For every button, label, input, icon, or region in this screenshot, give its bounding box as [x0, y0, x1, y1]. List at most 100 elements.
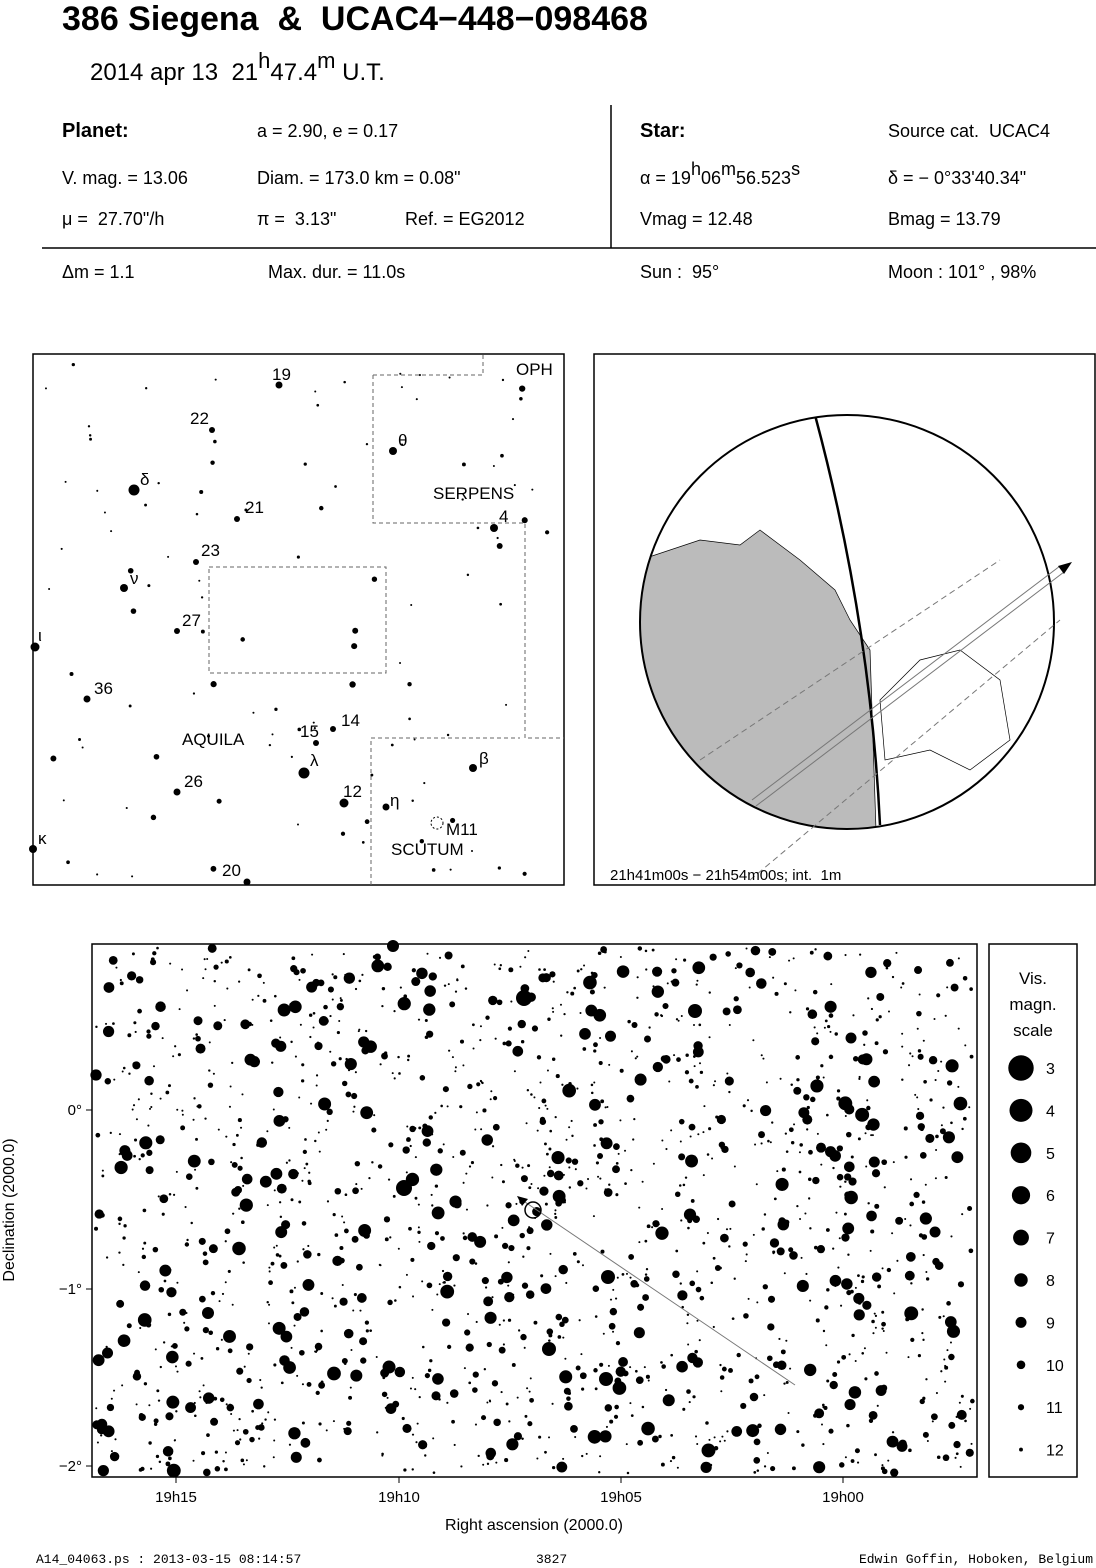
finder-label: 27: [182, 611, 201, 630]
star: [772, 976, 775, 979]
star: [358, 979, 362, 983]
star: [521, 1282, 529, 1289]
star: [685, 1154, 698, 1168]
star: [570, 1425, 578, 1433]
legend-dot: [1014, 1273, 1028, 1287]
star: [608, 1183, 611, 1186]
star: [411, 799, 414, 802]
star: [928, 1055, 938, 1065]
star: [512, 1293, 515, 1296]
star: [825, 1228, 830, 1232]
star: [871, 1134, 874, 1137]
star: [220, 1338, 223, 1341]
star: [181, 1109, 184, 1112]
star: [334, 1187, 342, 1195]
star: [593, 1081, 596, 1084]
legend-label: 8: [1046, 1273, 1055, 1290]
star: [726, 1072, 729, 1075]
star: [648, 1026, 651, 1029]
star: [394, 1299, 397, 1302]
star: [273, 1189, 276, 1192]
star: [472, 1047, 475, 1050]
star: [721, 1366, 727, 1372]
star: [391, 1072, 394, 1075]
star: [359, 1337, 368, 1346]
star: [273, 1114, 286, 1127]
star: [962, 976, 968, 981]
star: [330, 1061, 337, 1067]
star: [200, 1356, 204, 1360]
star: [183, 1321, 186, 1324]
star: [484, 1311, 497, 1324]
star: [388, 1142, 394, 1148]
star: [476, 526, 480, 530]
star: [349, 681, 356, 688]
mu: μ = 27.70"/h: [62, 209, 164, 229]
star: [517, 1019, 526, 1029]
star: [948, 1421, 956, 1429]
star: [759, 1104, 772, 1117]
star: [143, 1382, 148, 1386]
star: [589, 989, 595, 995]
land: [879, 649, 1011, 771]
star: [400, 386, 403, 389]
star: [327, 986, 334, 993]
star: [202, 1259, 209, 1266]
star: [688, 1078, 694, 1084]
star: [480, 1128, 483, 1131]
star: [721, 1435, 724, 1438]
star: [159, 1365, 162, 1369]
star: [505, 1402, 509, 1406]
star: [97, 1465, 109, 1477]
star: [499, 964, 502, 967]
star: [242, 1463, 245, 1466]
star: [827, 1024, 831, 1029]
star: [769, 1238, 780, 1248]
star: [601, 1270, 615, 1284]
star: [442, 1143, 445, 1146]
star: [736, 962, 743, 969]
finder-label: 22: [190, 409, 209, 428]
star: [348, 1395, 353, 1400]
star: [143, 1241, 147, 1245]
star: [241, 1093, 244, 1096]
star: [791, 1466, 796, 1471]
star: [242, 1428, 249, 1435]
star: [500, 1391, 503, 1394]
star: [325, 1429, 328, 1432]
star: [291, 956, 296, 961]
star: [549, 1252, 552, 1255]
star: [724, 1076, 734, 1086]
star: [138, 1413, 144, 1418]
star: [725, 1228, 729, 1231]
star: [816, 1132, 819, 1135]
star: [566, 1396, 571, 1401]
star: [246, 1343, 254, 1351]
finder-label: λ: [310, 751, 319, 770]
star: [507, 1284, 510, 1287]
star: [733, 1165, 736, 1168]
star: [300, 967, 306, 974]
star: [397, 997, 411, 1011]
star: [174, 628, 180, 634]
star: [399, 986, 402, 989]
star: [333, 1304, 337, 1308]
star: [670, 1129, 673, 1132]
star: [746, 1099, 750, 1102]
star: [414, 1196, 418, 1200]
star: [232, 1142, 236, 1147]
star: [201, 1451, 206, 1456]
star: [767, 1295, 776, 1303]
star: [202, 1307, 214, 1319]
star: [146, 1149, 153, 1156]
legend-label: 12: [1046, 1443, 1064, 1460]
star: [406, 1137, 411, 1142]
star: [593, 1008, 607, 1022]
star: [96, 1441, 99, 1444]
star: [633, 1118, 636, 1121]
star: [923, 1079, 927, 1084]
star: [460, 1465, 463, 1468]
star: [857, 1137, 861, 1141]
star: [198, 579, 201, 582]
